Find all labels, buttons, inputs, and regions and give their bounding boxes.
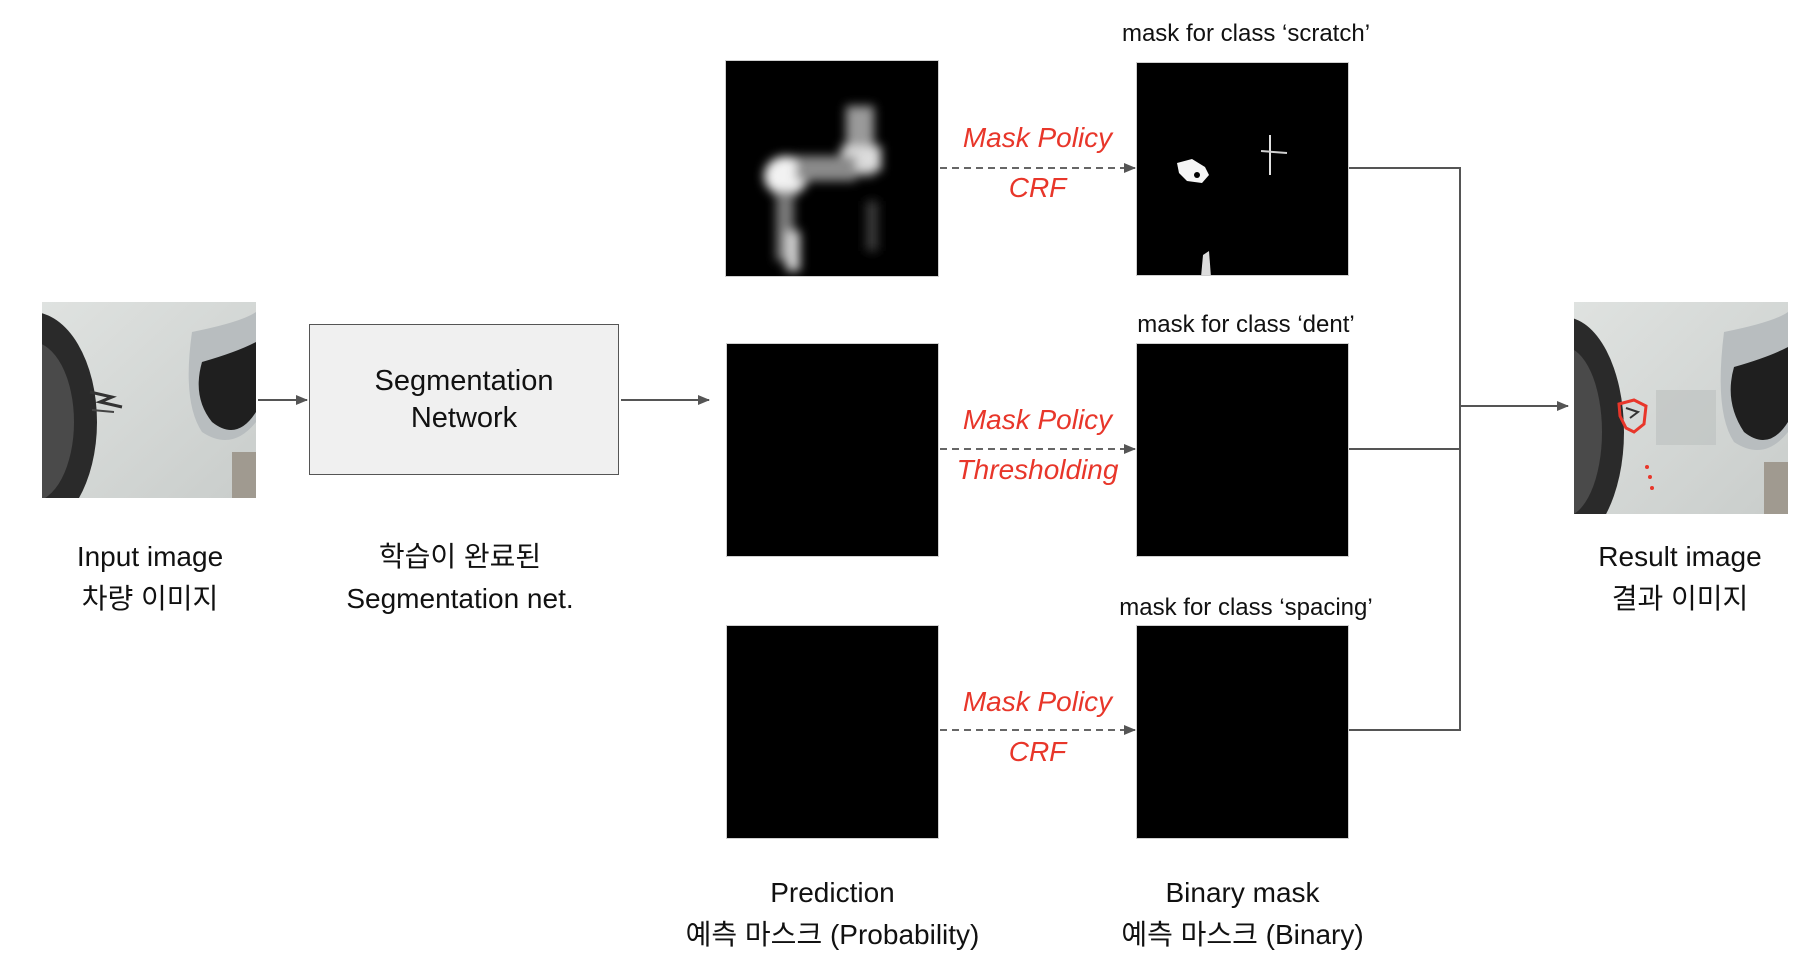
input-caption-line1: Input image [76,541,224,572]
policy-spacing-line2: CRF [1008,736,1067,767]
network-caption: 학습이 완료된 Segmentation net. [300,536,620,620]
prediction-caption-line2: 예측 마스크 (Probability) [685,919,980,950]
result-image [1504,302,1788,547]
policy-scratch-line2: CRF [1008,172,1067,203]
mask-title-scratch: mask for class ‘scratch’ [1121,20,1371,47]
network-caption-line2: Segmentation net. [346,583,574,614]
binary-mask-panel-spacing [1136,625,1349,839]
result-caption-line1: Result image [1598,541,1762,572]
policy-dent-line1: Mask Policy [962,404,1113,435]
merge-line-scratch [1348,167,1461,406]
input-caption: Input image 차량 이미지 [30,536,270,620]
segmentation-network-box: Segmentation Network [309,324,619,475]
binary-mask-panel-scratch [1136,62,1349,276]
result-caption-line2: 결과 이미지 [1611,583,1749,614]
binary-mask-panel-dent [1136,343,1349,557]
prediction-caption-line1: Prediction [770,877,895,908]
policy-label-dent: Mask Policy [940,404,1135,436]
policy-spacing-line1: Mask Policy [962,686,1113,717]
policy-dent-line2: Thresholding [956,454,1119,485]
policy-method-scratch: CRF [940,172,1135,204]
mask-title-spacing: mask for class ‘spacing’ [1119,594,1373,621]
merge-line-spacing [1348,406,1461,731]
policy-method-dent: Thresholding [940,454,1135,486]
policy-label-spacing: Mask Policy [940,686,1135,718]
input-caption-line2: 차량 이미지 [81,583,219,614]
input-image [0,302,256,532]
prediction-caption: Prediction 예측 마스크 (Probability) [655,872,1010,956]
prediction-panel-dent [726,343,939,557]
mask-title-dent: mask for class ‘dent’ [1137,311,1355,338]
binary-caption-line2: 예측 마스크 (Binary) [1121,919,1364,950]
binary-caption-line1: Binary mask [1165,877,1320,908]
scratch-contour-icon [1617,398,1648,434]
result-caption: Result image 결과 이미지 [1560,536,1800,620]
policy-method-spacing: CRF [940,736,1135,768]
policy-label-scratch: Mask Policy [940,122,1135,154]
policy-scratch-line1: Mask Policy [962,122,1113,153]
prediction-panel-scratch [725,60,939,277]
network-box-line1: Segmentation [374,364,554,397]
prediction-panel-spacing [726,625,939,839]
network-box-line2: Network [410,401,518,434]
network-caption-line1: 학습이 완료된 [378,541,542,572]
binary-caption: Binary mask 예측 마스크 (Binary) [1085,872,1400,956]
